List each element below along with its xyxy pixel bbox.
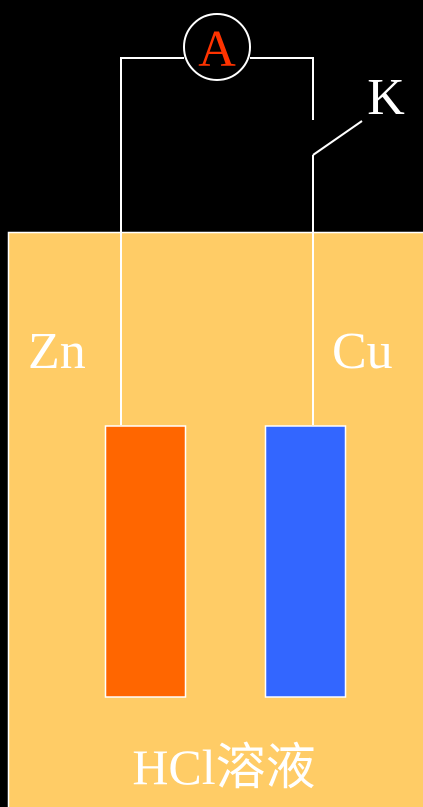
switch-lever [312, 120, 363, 156]
wire-right-top [250, 57, 314, 120]
ammeter-label: A [198, 21, 236, 78]
zinc-electrode [104, 425, 187, 698]
beaker [7, 231, 423, 807]
solution-label: HCl溶液 [132, 739, 315, 795]
ammeter [183, 13, 251, 81]
electrode-label: Zn [28, 323, 86, 380]
electrode-label: Cu [332, 323, 393, 380]
copper-electrode [264, 425, 347, 698]
switch-label: K [367, 69, 405, 126]
wires [120, 57, 363, 425]
wire-left [120, 57, 184, 425]
